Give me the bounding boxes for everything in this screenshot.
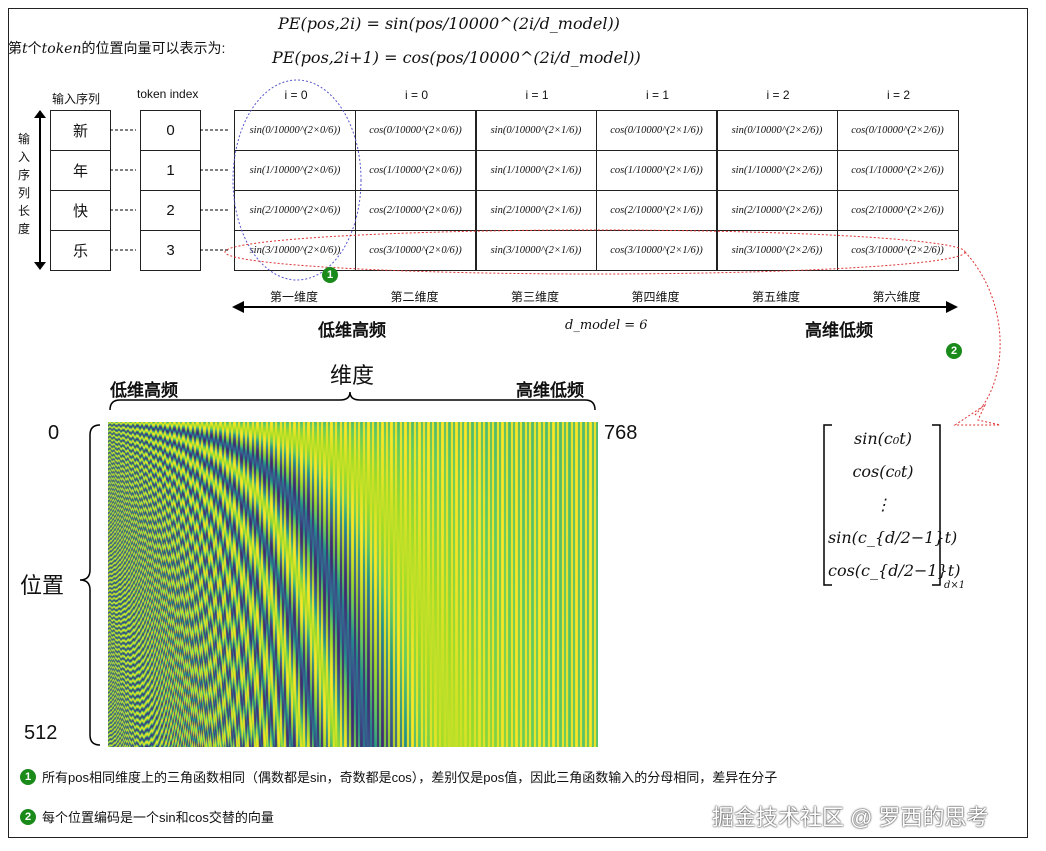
note-text: 所有pos相同维度上的三角函数相同（偶数都是sin，奇数都是cos），差别仅是p… [42,770,778,785]
seq-length-arrow [34,110,46,270]
badge-1: 1 [20,768,36,785]
dimension-label: 第四维度 [631,290,680,304]
token-index-cell: 3 [140,230,201,271]
note-2: 2 每个位置编码是一个sin和cos交替的向量 [20,807,274,826]
heatmap-y-label: 位置 [20,573,65,598]
dimension-label: 第三维度 [510,290,559,304]
positional-encoding-heatmap [108,422,598,747]
heatmap-low-label: 低维高频 [110,381,178,400]
dmodel-label: d_model = 6 [565,318,648,333]
token-cell: 新 [50,110,111,151]
diagram-frame [8,8,1028,838]
i-label: i = 2 [766,88,790,102]
badge-2: 2 [946,343,962,359]
token-index-label: token index [137,87,199,101]
note-text: 每个位置编码是一个sin和cos交替的向量 [42,810,274,825]
formula-sin: PE(pos,2i) = sin(pos/10000^(2i/d_model)) [278,14,620,33]
vector-row: cos(c_{d/2−1}t) [828,561,961,580]
i-label: i = 1 [645,88,669,102]
heatmap-title: 维度 [330,363,375,388]
vector-size: d×1 [944,580,966,591]
input-seq-label: 输入序列 [52,92,101,106]
dimension-label: 第二维度 [390,290,439,304]
left-brace [79,424,101,746]
top-brace [109,391,596,411]
heatmap-high-label: 高维低频 [516,381,584,400]
red-ellipse [224,229,966,275]
note-1: 1 所有pos相同维度上的三角函数相同（偶数都是sin，奇数都是cos），差别仅是… [20,767,777,786]
heatmap-y-start: 0 [48,422,60,444]
matrix-bracket-right [932,424,941,586]
intro-text: 第t个token的位置向量可以表示为: [8,40,226,57]
i-label: i = 0 [404,88,428,102]
encoding-vector: sin(c₀t) cos(c₀t) ⋮ sin(c_{d/2−1}t) cos(… [828,422,961,587]
vector-row: sin(c₀t) [854,429,912,448]
token-index-cell: 2 [140,190,201,231]
red-arrow [964,251,1001,416]
encoding-cell: cos(3/10000^(2×0/6)) [354,230,477,271]
dimension-label: 第一维度 [269,290,318,304]
encoding-cell: sin(3/10000^(2×2/6)) [716,230,838,271]
axis-high-label: 高维低频 [805,321,873,340]
heatmap-y-end: 512 [24,722,58,744]
heatmap-x-end: 768 [604,422,638,444]
token-index-cell: 1 [140,150,201,191]
vector-row: ⋮ [875,495,891,514]
i-label: i = 1 [525,88,549,102]
encoding-cell: cos(3/10000^(2×1/6)) [595,230,718,271]
blue-ellipse [232,79,362,281]
axis-low-label: 低维高频 [318,321,386,340]
matrix-bracket-left [823,424,832,586]
vector-row: sin(c_{d/2−1}t) [828,528,958,547]
token-cell: 年 [50,150,111,191]
token-cell: 快 [50,190,111,231]
encoding-cell: cos(3/10000^(2×2/6)) [836,230,959,271]
vector-row: cos(c₀t) [852,462,914,481]
badge-2: 2 [20,808,36,825]
dimension-label: 第六维度 [872,290,921,304]
token-cell: 乐 [50,230,111,271]
formula-cos: PE(pos,2i+1) = cos(pos/10000^(2i/d_model… [272,48,641,67]
token-arrows [110,129,230,251]
watermark: 掘金技术社区 @ 罗西的思考 [712,805,989,830]
i-label: i = 0 [284,88,308,102]
encoding-cell: sin(3/10000^(2×0/6)) [234,230,356,271]
badge-1: 1 [322,267,338,283]
seq-length-label: 输入序列长度 [18,132,31,236]
i-label: i = 2 [886,88,910,102]
dimension-label: 第五维度 [751,290,800,304]
